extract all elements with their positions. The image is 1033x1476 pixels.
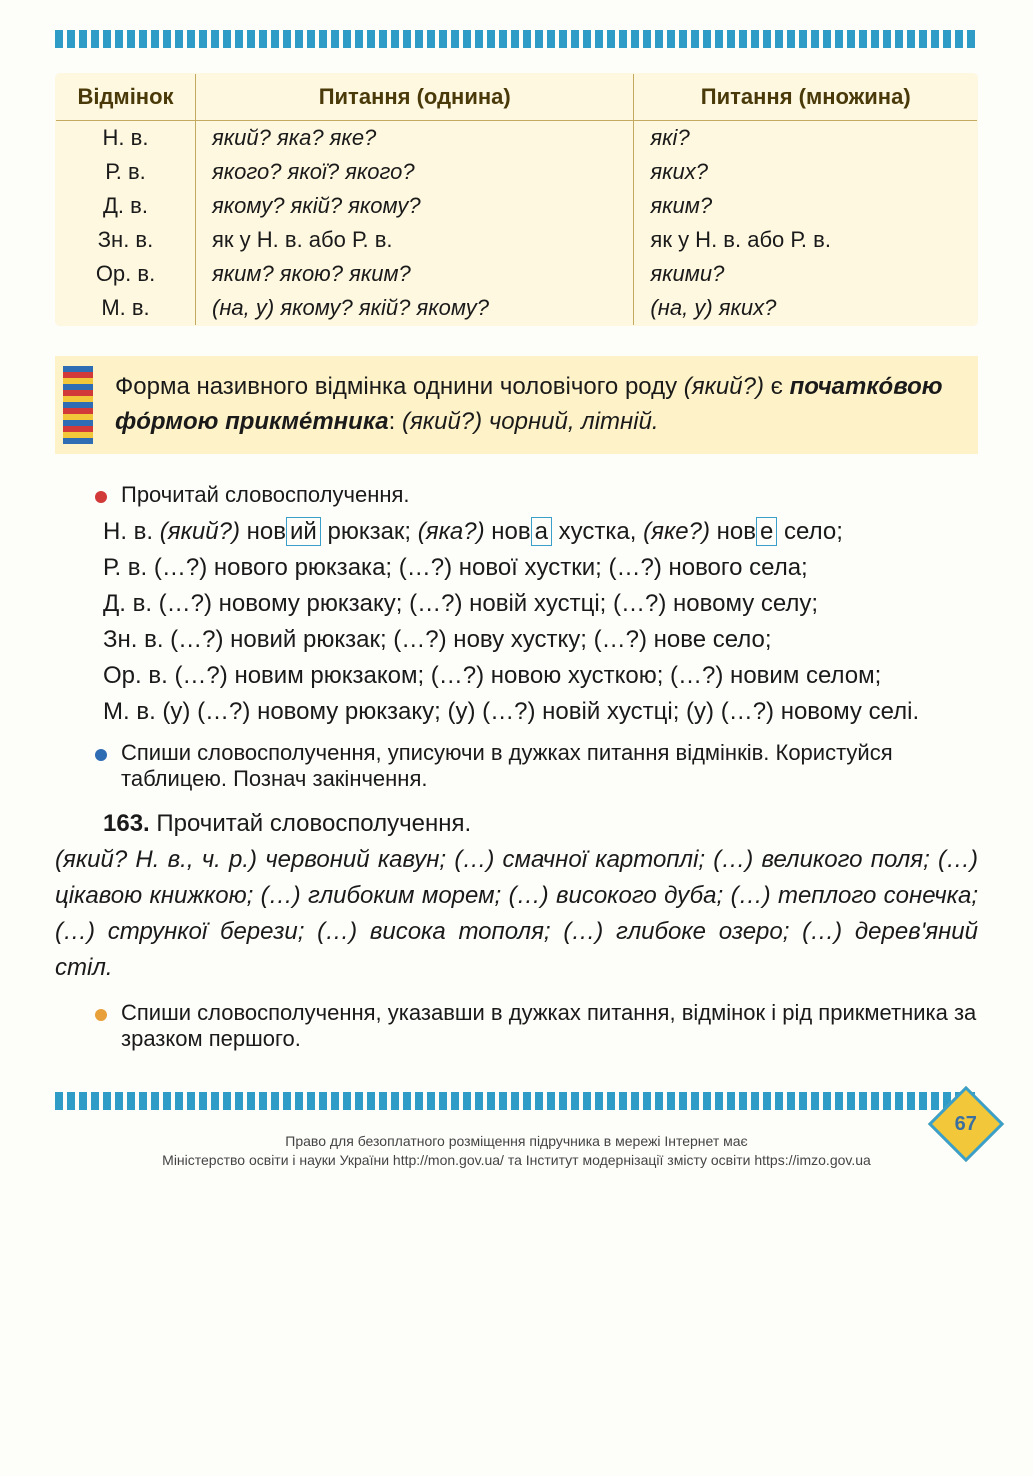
rule-text: Форма називного відмінка однини чоловічо… bbox=[115, 373, 684, 400]
exercise-heading: 163. Прочитай словосполучення. bbox=[55, 806, 978, 842]
table-header: Відмінок bbox=[56, 74, 196, 121]
cell: які? bbox=[634, 121, 978, 156]
declension-line: Зн. в. (…?) новий рюкзак; (…?) нову хуст… bbox=[55, 622, 978, 658]
footer-line: Міністерство освіти і науки України http… bbox=[55, 1151, 978, 1171]
declension-line: Р. в. (…?) нового рюкзака; (…?) нової ху… bbox=[55, 550, 978, 586]
footer-note: Право для безоплатного розміщення підруч… bbox=[55, 1132, 978, 1171]
table-header: Питання (множина) bbox=[634, 74, 978, 121]
bullet-icon bbox=[95, 1009, 107, 1021]
instruction-text: Прочитай словосполучення. bbox=[121, 482, 410, 508]
rule-text: : bbox=[389, 408, 402, 435]
instruction-bullet: Прочитай словосполучення. bbox=[95, 482, 978, 508]
cell: якому? якій? якому? bbox=[196, 189, 634, 223]
cell: Н. в. bbox=[56, 121, 196, 156]
declension-line: М. в. (у) (…?) новому рюкзаку; (у) (…?) … bbox=[55, 694, 978, 730]
word-ending: е bbox=[756, 517, 777, 546]
exercise-title: Прочитай словосполучення. bbox=[156, 810, 471, 837]
rule-ornament-icon bbox=[63, 366, 93, 444]
cell: яким? bbox=[634, 189, 978, 223]
case-table: Відмінок Питання (однина) Питання (множи… bbox=[55, 73, 978, 326]
footer-line: Право для безоплатного розміщення підруч… bbox=[55, 1132, 978, 1152]
cell: Д. в. bbox=[56, 189, 196, 223]
instruction-text: Спиши словосполучення, уписуючи в дужках… bbox=[121, 740, 978, 792]
rule-question: (який?) bbox=[684, 373, 764, 400]
bullet-icon bbox=[95, 749, 107, 761]
question: (яке?) bbox=[643, 518, 710, 545]
text: село; bbox=[777, 518, 843, 545]
cell: як у Н. в. або Р. в. bbox=[196, 223, 634, 257]
cell: якого? якої? якого? bbox=[196, 155, 634, 189]
table-body: Н. в.який? яка? яке?які? Р. в.якого? яко… bbox=[56, 121, 978, 326]
question: (який?) bbox=[160, 518, 240, 545]
page-number: 67 bbox=[955, 1112, 977, 1135]
table-header: Питання (однина) bbox=[196, 74, 634, 121]
declension-line: Ор. в. (…?) новим рюкзаком; (…?) новою х… bbox=[55, 658, 978, 694]
instruction-text: Спиши словосполучення, указавши в дужках… bbox=[121, 1000, 978, 1052]
rule-tail: чорний, літній. bbox=[489, 408, 659, 435]
exercise-text: (який? Н. в., ч. р.) червоний кавун; (…)… bbox=[55, 842, 978, 986]
cell: якими? bbox=[634, 257, 978, 291]
rule-text: є bbox=[771, 373, 790, 400]
declension-line: Н. в. (який?) новий рюкзак; (яка?) нова … bbox=[55, 514, 978, 550]
cell: як у Н. в. або Р. в. bbox=[634, 223, 978, 257]
cell: Зн. в. bbox=[56, 223, 196, 257]
word-stem: нов bbox=[247, 518, 286, 545]
cell: М. в. bbox=[56, 291, 196, 326]
cell: Р. в. bbox=[56, 155, 196, 189]
case-label: Н. в. bbox=[103, 518, 160, 545]
cell: яким? якою? яким? bbox=[196, 257, 634, 291]
cell: (на, у) яких? bbox=[634, 291, 978, 326]
word-ending: а bbox=[531, 517, 552, 546]
text: рюкзак; bbox=[321, 518, 418, 545]
bullet-icon bbox=[95, 491, 107, 503]
rule-box: Форма називного відмінка однини чоловічо… bbox=[55, 356, 978, 454]
declension-block: Н. в. (який?) новий рюкзак; (яка?) нова … bbox=[55, 514, 978, 730]
cell: (на, у) якому? якій? якому? bbox=[196, 291, 634, 326]
word-stem: нов bbox=[491, 518, 530, 545]
bottom-decorative-border bbox=[55, 1092, 978, 1110]
cell: який? яка? яке? bbox=[196, 121, 634, 156]
text: хустка, bbox=[552, 518, 643, 545]
cell: Ор. в. bbox=[56, 257, 196, 291]
instruction-bullet: Спиши словосполучення, уписуючи в дужках… bbox=[95, 740, 978, 792]
top-decorative-border bbox=[55, 30, 978, 48]
word-ending: ий bbox=[286, 517, 321, 546]
declension-line: Д. в. (…?) новому рюкзаку; (…?) новій ху… bbox=[55, 586, 978, 622]
instruction-bullet: Спиши словосполучення, указавши в дужках… bbox=[95, 1000, 978, 1052]
cell: яких? bbox=[634, 155, 978, 189]
question: (яка?) bbox=[418, 518, 485, 545]
exercise-number: 163. bbox=[103, 810, 150, 837]
rule-question: (який?) bbox=[402, 408, 482, 435]
